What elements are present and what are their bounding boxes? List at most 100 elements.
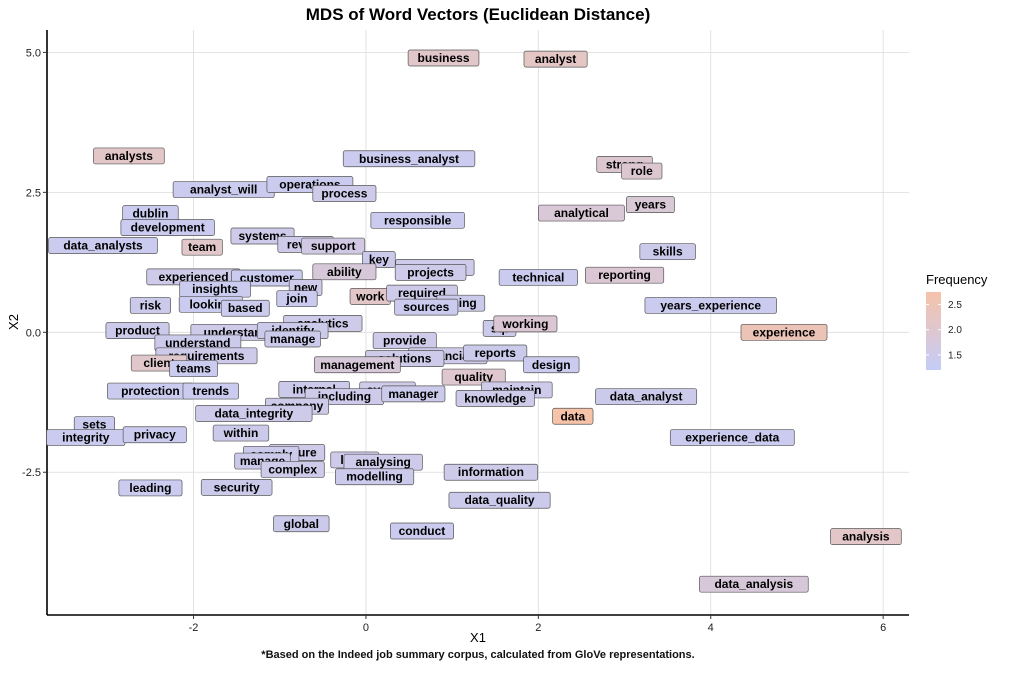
word-label-text: data_analysts: [63, 239, 143, 253]
word-label-text: sets: [82, 418, 106, 432]
word-label-box: [264, 330, 321, 348]
x-axis-title: X1: [470, 630, 486, 645]
word-label-box: [372, 332, 437, 350]
word-label-box: [639, 243, 696, 261]
x-tick-label: -2: [189, 622, 199, 634]
chart-title: MDS of Word Vectors (Euclidean Distance): [306, 5, 650, 24]
word-label-box: [312, 185, 377, 202]
word-label-box: [169, 360, 218, 378]
word-label-text: requirements: [168, 349, 244, 363]
word-label-text: analyst_will: [190, 183, 257, 197]
word-label-data-analyst: data_analyst: [595, 388, 698, 406]
word-label-projects: projects: [394, 264, 467, 281]
word-label-text: analytical: [554, 206, 609, 220]
word-label-management: management: [313, 356, 401, 374]
word-label-data-analysis: data_analysis: [699, 575, 809, 593]
word-label-box: [220, 299, 270, 317]
word-label-provide: provide: [372, 332, 437, 350]
word-label-box: [212, 424, 270, 442]
word-label-box: [523, 356, 580, 374]
word-label-box: [129, 297, 171, 314]
word-label-text: privacy: [134, 428, 176, 442]
word-label-manager: manager: [381, 385, 446, 403]
word-label-working: working: [493, 315, 558, 333]
word-label-text: data: [560, 409, 585, 423]
word-label-text: integrity: [62, 431, 110, 445]
word-label-text: design: [532, 358, 571, 372]
word-label-text: data_integrity: [215, 406, 294, 420]
word-label-box: [200, 479, 273, 496]
word-label-technical: technical: [498, 269, 578, 286]
word-label-text: complex: [268, 462, 317, 476]
word-label-conduct: conduct: [390, 522, 454, 540]
word-label-box: [120, 219, 215, 236]
word-label-text: leading: [129, 481, 171, 495]
word-label-reports: reports: [463, 344, 528, 362]
legend-title: Frequency: [926, 272, 988, 287]
word-label-text: join: [285, 292, 307, 306]
word-label-ability: ability: [312, 263, 377, 281]
word-label-box: [552, 407, 594, 425]
word-label-text: sources: [403, 300, 449, 314]
word-label-data-analysts: data_analysts: [48, 237, 158, 254]
word-label-design: design: [523, 356, 580, 374]
word-label-box: [273, 515, 330, 533]
word-label-information: information: [443, 463, 539, 481]
chart-caption: *Based on the Indeed job summary corpus,…: [261, 649, 694, 661]
word-label-experience: experience: [740, 323, 828, 341]
word-label-text: management: [320, 358, 394, 372]
word-label-analyst: analyst: [523, 50, 588, 68]
word-label-text: skills: [653, 245, 683, 259]
word-label-text: information: [458, 465, 524, 479]
word-label-text: analyst: [535, 52, 576, 66]
word-label-text: within: [223, 426, 259, 440]
word-label-box: [443, 463, 539, 481]
word-label-text: experience_data: [685, 431, 779, 445]
word-label-quality: quality: [441, 368, 506, 386]
y-tick-label: -2.5: [22, 467, 41, 479]
word-label-manage: manage: [264, 330, 321, 348]
word-label-text: trends: [192, 384, 229, 398]
word-label-data: data: [552, 407, 594, 425]
word-label-dublin: dublin: [122, 205, 179, 222]
word-label-process: process: [312, 185, 377, 202]
word-label-leading: leading: [118, 479, 183, 497]
word-label-text: risk: [140, 298, 162, 312]
word-label-box: [595, 388, 698, 406]
legend-tick-label: 1.5: [948, 350, 962, 361]
word-label-text: manage: [270, 332, 316, 346]
word-label-years-experience: years_experience: [644, 297, 777, 314]
word-label-text: required: [398, 286, 446, 300]
word-label-text: knowledge: [464, 391, 526, 405]
legend-tick-label: 2.5: [948, 300, 962, 311]
y-tick-label: 2.5: [26, 187, 41, 199]
word-label-box: [394, 298, 459, 316]
word-label-box: [523, 50, 588, 68]
word-label-sources: sources: [394, 298, 459, 316]
word-label-trends: trends: [182, 382, 239, 400]
word-label-text: projects: [407, 265, 454, 279]
word-label-text: security: [214, 480, 260, 494]
x-tick-label: 4: [708, 622, 714, 634]
word-label-box: [538, 204, 625, 222]
word-label-reporting: reporting: [584, 266, 665, 284]
word-label-data-integrity: data_integrity: [195, 405, 313, 422]
word-label-box: [699, 575, 809, 593]
word-label-box: [644, 297, 777, 314]
word-label-development: development: [120, 219, 215, 236]
word-label-product: product: [105, 322, 170, 339]
word-label-text: dublin: [132, 207, 168, 221]
word-labels: business analyst analysts business_analysts…: [46, 49, 902, 593]
word-label-text: modelling: [346, 470, 403, 484]
word-label-text: data_analyst: [610, 390, 683, 404]
word-label-text: based: [228, 301, 263, 315]
word-label-analyst-will: analyst_will: [172, 181, 275, 198]
word-label-box: [118, 479, 183, 497]
word-label-knowledge: knowledge: [455, 390, 535, 407]
word-label-experience-data: experience_data: [669, 429, 795, 446]
word-label-text: development: [131, 221, 205, 235]
word-label-box: [301, 237, 366, 255]
x-tick-label: 6: [880, 622, 886, 634]
word-label-privacy: privacy: [122, 426, 187, 444]
